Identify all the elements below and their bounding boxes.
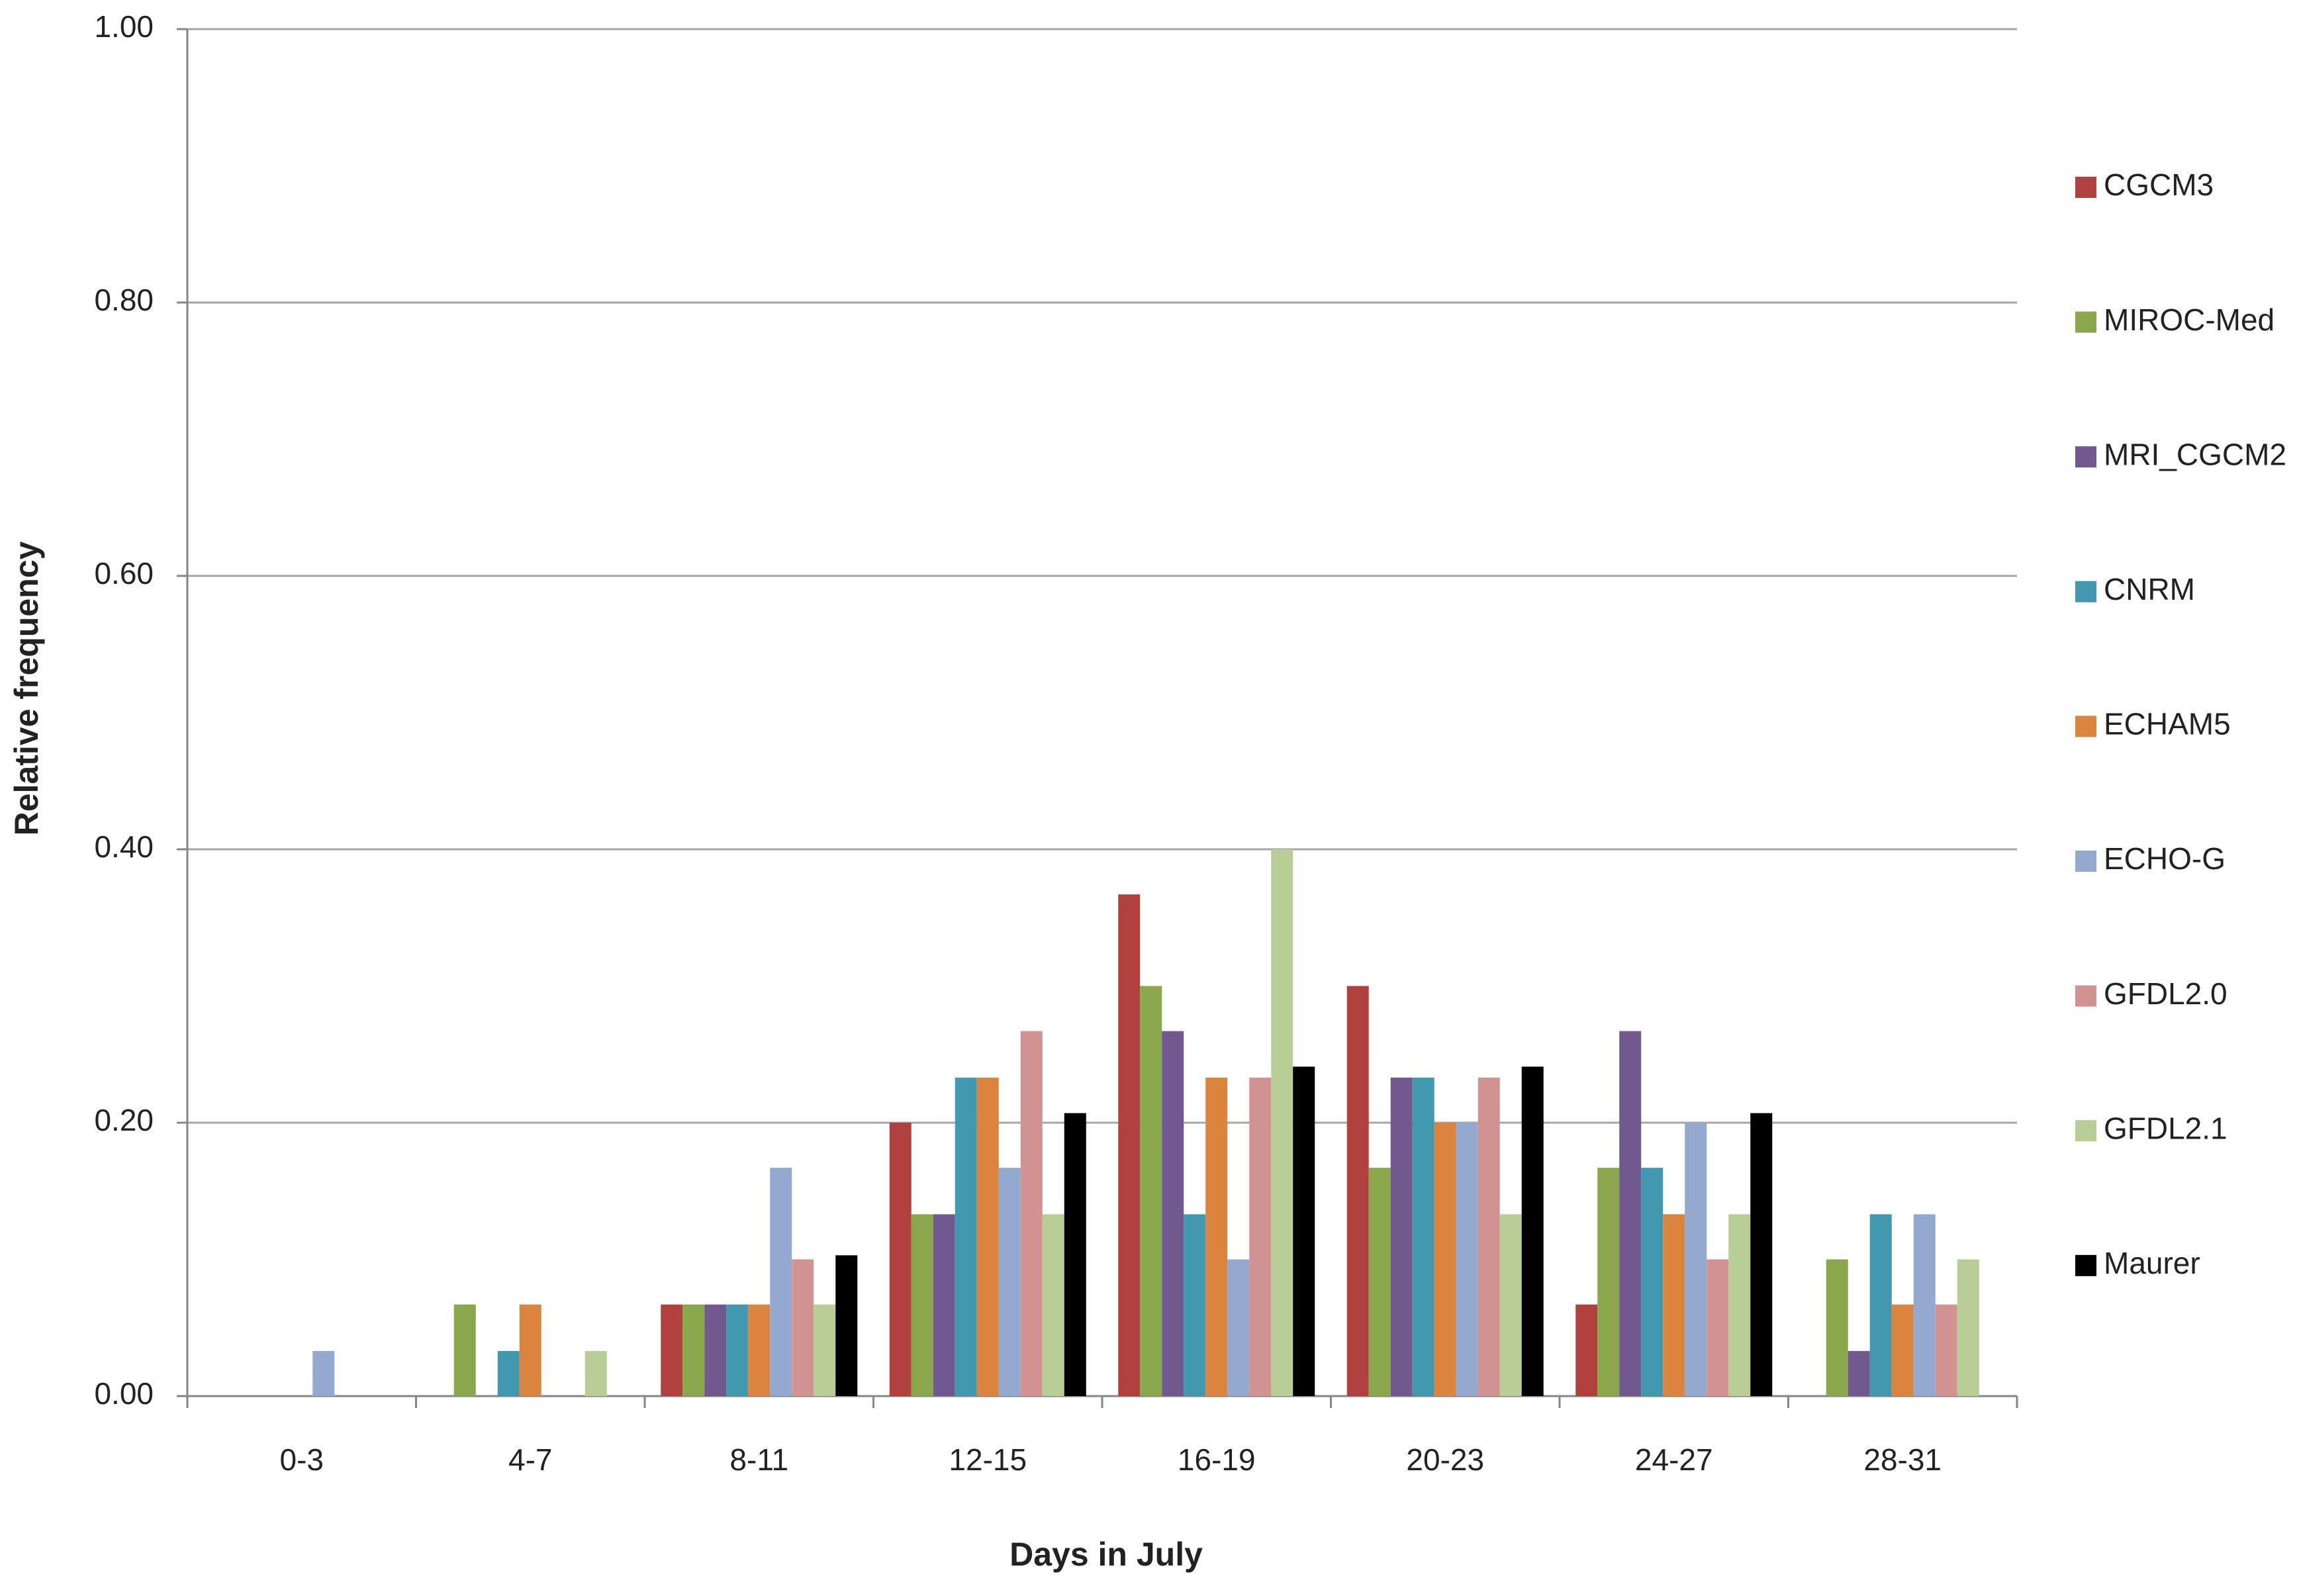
bar	[1118, 894, 1141, 1396]
bar	[1728, 1214, 1751, 1396]
legend-label: CGCM3	[2104, 167, 2214, 202]
legend-label: GFDL2.1	[2104, 1111, 2227, 1145]
bar	[1249, 1077, 1272, 1396]
bar	[1162, 1031, 1184, 1396]
bar	[1205, 1077, 1228, 1396]
bar	[889, 1123, 912, 1396]
bar	[1826, 1259, 1848, 1396]
bar	[1346, 986, 1369, 1396]
bar	[998, 1168, 1021, 1396]
legend-swatch	[2075, 446, 2096, 468]
bar	[1412, 1077, 1434, 1396]
legend-label: GFDL2.0	[2104, 976, 2227, 1011]
bar	[453, 1304, 476, 1396]
bar	[1499, 1214, 1522, 1396]
legend-label: MRI_CGCM2	[2104, 437, 2286, 471]
bar	[1641, 1168, 1664, 1396]
y-tick-label: 0.80	[94, 283, 154, 317]
x-tick-label: 24-27	[1635, 1442, 1713, 1477]
bar	[1521, 1066, 1544, 1396]
x-tick-label: 12-15	[949, 1442, 1027, 1477]
bar	[748, 1304, 771, 1396]
bar	[835, 1255, 858, 1396]
bar	[497, 1350, 520, 1396]
x-tick-label: 4-7	[508, 1442, 552, 1477]
bar	[1935, 1304, 1957, 1396]
legend-label: Maurer	[2104, 1246, 2200, 1280]
bar	[1184, 1214, 1206, 1396]
y-tick-label: 1.00	[94, 9, 154, 44]
x-axis-title: Days in July	[1009, 1536, 1203, 1573]
bar	[1390, 1077, 1413, 1396]
bar	[1064, 1113, 1086, 1396]
bar	[1663, 1214, 1685, 1396]
bar	[1750, 1113, 1773, 1396]
bar	[976, 1077, 999, 1396]
legend-swatch	[2075, 1120, 2096, 1142]
bar	[661, 1304, 683, 1396]
bar	[1456, 1123, 1478, 1396]
bar	[519, 1304, 541, 1396]
x-tick-label: 16-19	[1178, 1442, 1256, 1477]
legend-label: ECHAM5	[2104, 707, 2231, 741]
legend-label: CNRM	[2104, 572, 2195, 606]
legend-label: MIROC-Med	[2104, 303, 2274, 337]
bar	[1957, 1259, 1979, 1396]
bar	[1597, 1168, 1620, 1396]
legend-swatch	[2075, 851, 2096, 872]
legend-swatch	[2075, 581, 2096, 602]
legend-swatch	[2075, 1254, 2096, 1276]
bar	[1891, 1304, 1914, 1396]
bar	[814, 1304, 836, 1396]
x-tick-label: 8-11	[729, 1442, 788, 1477]
bar	[1293, 1066, 1315, 1396]
bar	[726, 1304, 749, 1396]
bar	[1042, 1214, 1064, 1396]
x-tick-label: 28-31	[1863, 1442, 1942, 1477]
legend-swatch	[2075, 177, 2096, 198]
bar	[585, 1350, 607, 1396]
bar	[1685, 1123, 1707, 1396]
bar	[1271, 849, 1293, 1396]
y-tick-label: 0.20	[94, 1103, 154, 1137]
bar	[1368, 1168, 1391, 1396]
bar	[1477, 1077, 1500, 1396]
bar	[1848, 1350, 1870, 1396]
bar	[1869, 1214, 1892, 1396]
x-tick-label: 0-3	[280, 1442, 324, 1477]
legend-label: ECHO-G	[2104, 841, 2226, 876]
legend-swatch	[2075, 311, 2096, 333]
legend-swatch	[2075, 985, 2096, 1007]
y-tick-label: 0.40	[94, 829, 154, 864]
bar	[1619, 1031, 1642, 1396]
y-axis-title: Relative frequency	[8, 541, 45, 835]
x-tick-label: 20-23	[1406, 1442, 1484, 1477]
bar	[911, 1214, 933, 1396]
bar	[312, 1350, 335, 1396]
bar	[792, 1259, 814, 1396]
bar	[1575, 1304, 1598, 1396]
y-tick-label: 0.60	[94, 556, 154, 590]
bar	[1707, 1259, 1729, 1396]
bar	[682, 1304, 705, 1396]
y-tick-label: 0.00	[94, 1376, 154, 1411]
legend-swatch	[2075, 716, 2096, 737]
bar	[933, 1214, 955, 1396]
bar	[1434, 1123, 1456, 1396]
bar	[1140, 986, 1162, 1396]
bar	[770, 1168, 792, 1396]
bar	[1227, 1259, 1250, 1396]
bar	[1913, 1214, 1936, 1396]
bar	[704, 1304, 727, 1396]
bar	[955, 1077, 977, 1396]
bar	[1020, 1031, 1043, 1396]
